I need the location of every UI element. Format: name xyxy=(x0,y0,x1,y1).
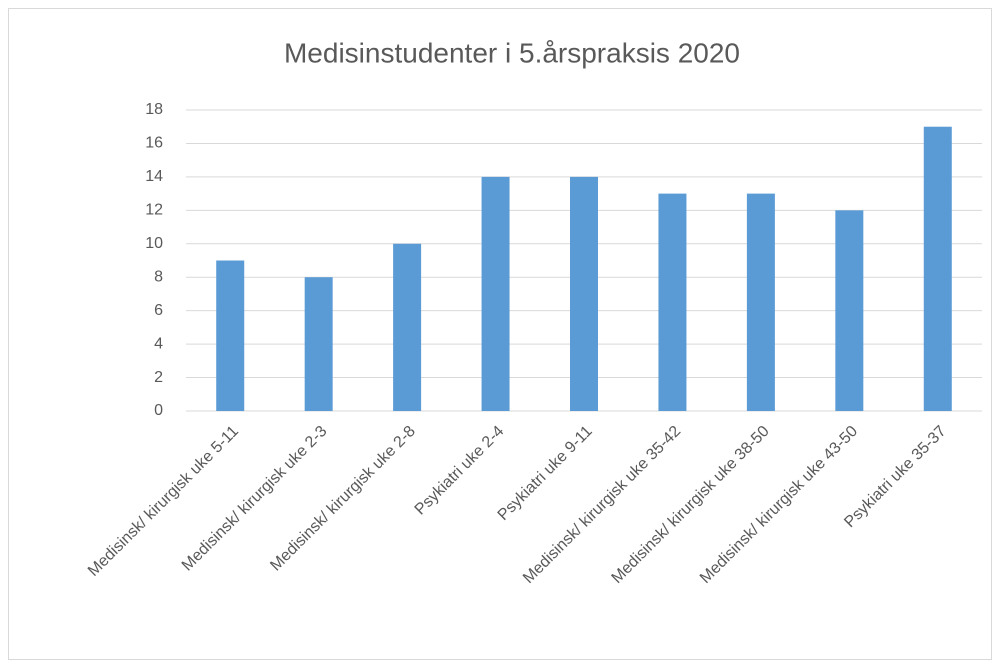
y-tick-label: 18 xyxy=(145,101,163,118)
bar xyxy=(481,176,510,411)
chart-title: Medisinstudenter i 5.årspraksis 2020 xyxy=(284,37,740,68)
bar xyxy=(835,210,864,411)
y-tick-label: 14 xyxy=(145,168,163,185)
y-tick-label: 0 xyxy=(154,402,163,419)
y-tick-label: 8 xyxy=(154,268,163,285)
bar xyxy=(393,243,422,411)
y-tick-label: 6 xyxy=(154,302,163,319)
bar xyxy=(570,176,598,411)
bar xyxy=(923,126,952,411)
y-tick-label: 2 xyxy=(154,369,163,386)
y-tick-label: 16 xyxy=(145,135,163,152)
bar xyxy=(658,193,687,411)
bar xyxy=(216,260,245,411)
y-tick-label: 4 xyxy=(154,335,163,352)
y-tick-label: 12 xyxy=(145,202,163,219)
y-tick-label: 10 xyxy=(145,235,163,252)
bar xyxy=(304,277,333,411)
bar xyxy=(746,193,775,411)
